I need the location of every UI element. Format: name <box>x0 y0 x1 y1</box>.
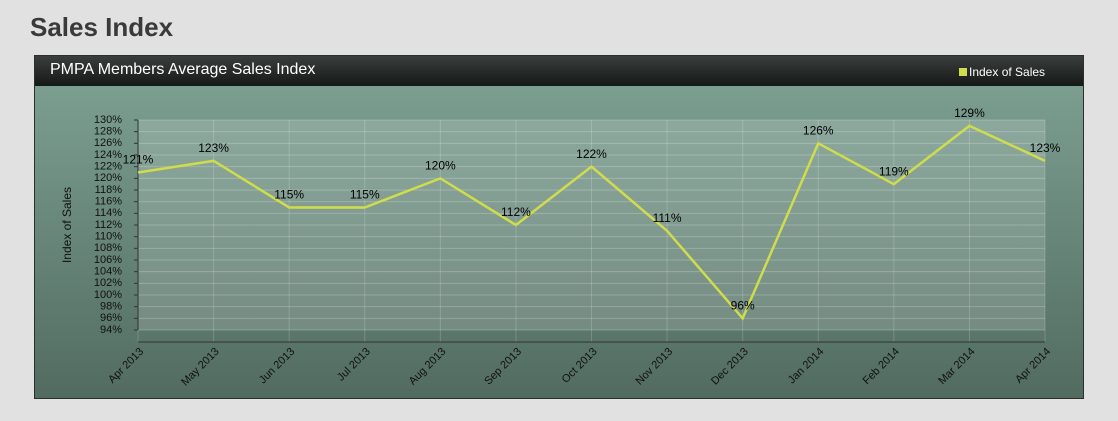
y-tick-label: 102% <box>94 277 122 289</box>
y-axis-title: Index of Sales <box>60 187 74 263</box>
y-tick-label: 110% <box>95 231 123 243</box>
data-label: 123% <box>1030 141 1061 155</box>
chart-header <box>35 56 1083 86</box>
y-tick-label: 114% <box>95 207 123 219</box>
y-tick-label: 94% <box>100 324 122 336</box>
data-label: 121% <box>123 153 154 167</box>
data-label: 120% <box>425 159 456 173</box>
data-label: 96% <box>731 299 755 313</box>
chart-panel <box>34 55 1084 399</box>
line-series <box>137 124 1046 321</box>
data-label: 126% <box>803 124 834 138</box>
y-tick-label: 124% <box>94 149 122 161</box>
y-tick-label: 96% <box>100 312 122 324</box>
y-tick-label: 98% <box>100 301 122 313</box>
data-label: 115% <box>274 188 304 202</box>
data-label: 115% <box>350 188 380 202</box>
y-tick-label: 104% <box>94 266 122 278</box>
y-tick-label: 118% <box>95 184 123 196</box>
y-tick-label: 126% <box>94 137 122 149</box>
legend-swatch <box>959 68 967 76</box>
y-tick-label: 128% <box>94 126 122 138</box>
y-tick-label: 130% <box>94 114 122 126</box>
y-tick-label: 122% <box>94 161 122 173</box>
data-label: 119% <box>879 164 909 178</box>
plot-area <box>138 120 1045 330</box>
chart-title: PMPA Members Average Sales Index <box>50 61 315 78</box>
data-label: 111% <box>653 211 682 225</box>
page-title: Sales Index <box>30 12 174 42</box>
data-label: 112% <box>501 205 531 219</box>
y-tick-label: 112% <box>95 219 123 231</box>
data-label: 129% <box>954 106 985 120</box>
legend-label: Index of Sales <box>969 65 1045 79</box>
data-label: 122% <box>576 147 607 161</box>
data-label: 123% <box>198 141 229 155</box>
y-tick-label: 108% <box>94 242 122 254</box>
y-tick-label: 100% <box>94 289 122 301</box>
y-tick-label: 106% <box>94 254 122 266</box>
y-tick-label: 116% <box>95 196 123 208</box>
y-tick-label: 120% <box>94 172 122 184</box>
